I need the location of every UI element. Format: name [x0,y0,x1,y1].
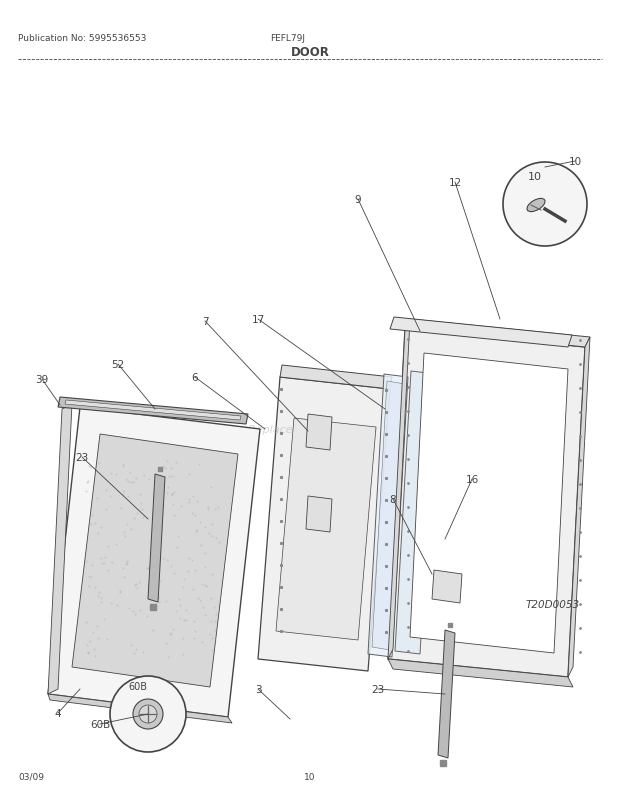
Polygon shape [48,407,260,717]
Text: Publication No: 5995536553: Publication No: 5995536553 [18,34,146,43]
Polygon shape [388,330,585,677]
Polygon shape [388,320,410,659]
Polygon shape [438,630,455,758]
Polygon shape [148,475,165,602]
Polygon shape [568,338,590,677]
Text: 52: 52 [112,359,125,370]
Polygon shape [306,415,332,451]
Polygon shape [390,318,572,347]
Circle shape [110,676,186,752]
Text: eReplacementParts.com: eReplacementParts.com [242,424,378,435]
Circle shape [503,163,587,247]
Text: 4: 4 [55,708,61,718]
Text: 03/09: 03/09 [18,772,44,781]
Text: 23: 23 [76,452,89,463]
Text: 12: 12 [448,178,462,188]
Text: T20D0053: T20D0053 [526,599,580,610]
Text: 17: 17 [251,314,265,325]
Ellipse shape [133,699,163,729]
Polygon shape [48,695,232,723]
Polygon shape [72,435,238,687]
Text: 60B: 60B [128,681,148,691]
Text: 39: 39 [35,375,48,384]
Polygon shape [276,419,376,640]
Polygon shape [395,371,436,654]
Ellipse shape [527,199,545,213]
Polygon shape [48,404,72,695]
Text: 16: 16 [466,475,479,484]
Text: 23: 23 [371,684,384,695]
Polygon shape [372,382,405,650]
Polygon shape [368,375,408,657]
Text: DOOR: DOOR [291,46,329,59]
Text: 3: 3 [255,684,261,695]
Polygon shape [388,659,573,687]
Text: 10: 10 [304,772,316,781]
Polygon shape [306,496,332,533]
Polygon shape [65,400,241,420]
Polygon shape [258,378,390,671]
Polygon shape [58,398,248,424]
Polygon shape [280,366,392,390]
Text: 9: 9 [355,195,361,205]
Text: FEFL79J: FEFL79J [270,34,305,43]
Polygon shape [432,570,462,603]
Text: 10: 10 [528,172,542,182]
Text: 7: 7 [202,317,208,326]
Text: 60B: 60B [90,719,110,729]
Text: 8: 8 [390,494,396,504]
Text: 10: 10 [569,157,582,167]
Polygon shape [405,320,590,347]
Ellipse shape [139,705,157,723]
Text: 6: 6 [192,373,198,383]
Polygon shape [410,354,568,653]
